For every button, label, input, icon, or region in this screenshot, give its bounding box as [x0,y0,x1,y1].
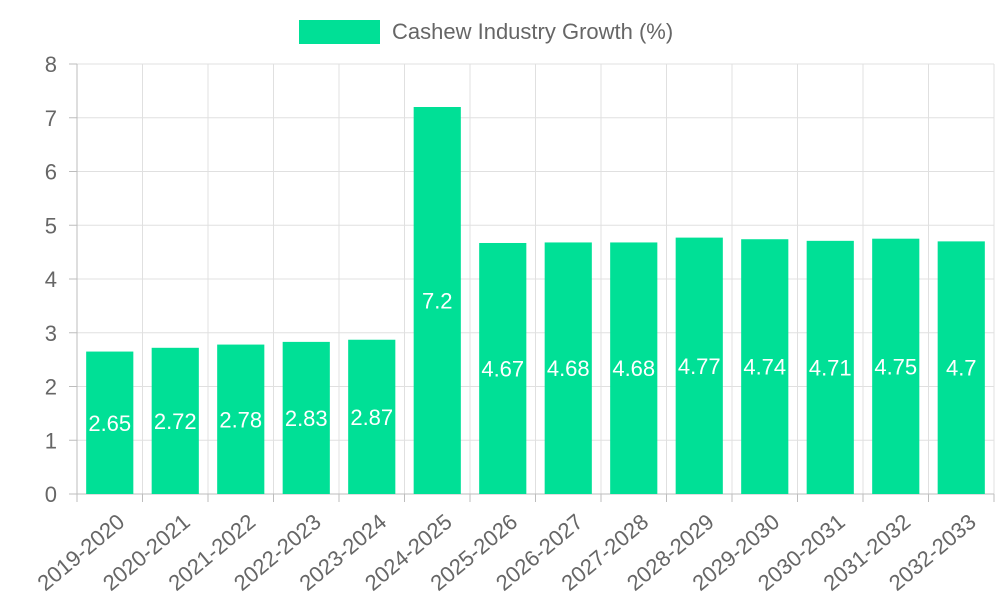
data-label: 2.83 [285,406,328,431]
y-tick-label: 7 [45,106,57,131]
bars [86,107,985,495]
y-tick-label: 8 [45,52,57,77]
bar-2028-2029 [675,237,723,495]
bar-2027-2028 [610,242,658,494]
legend-swatch [299,20,380,44]
data-label: 4.7 [946,356,977,381]
bar-2032-2033 [937,241,985,494]
y-axis: 0 1 2 3 4 5 6 7 8 [45,52,78,507]
y-tick-label: 2 [45,375,57,400]
y-tick-label: 6 [45,160,57,185]
bar-2025-2026 [479,242,527,494]
data-label: 4.68 [547,356,590,381]
bar-2031-2032 [872,238,920,494]
y-tick-label: 0 [45,482,57,507]
bar-2029-2030 [741,239,789,494]
data-label: 7.2 [422,289,453,314]
data-label: 4.77 [678,354,721,379]
data-label: 2.78 [219,407,262,432]
bar-2023-2024 [348,339,396,494]
y-tick-label: 5 [45,213,57,238]
y-tick-label: 1 [45,428,57,453]
bar-2019-2020 [86,351,134,494]
data-label: 4.74 [743,355,786,380]
data-label: 4.68 [612,356,655,381]
bar-2022-2023 [282,341,330,494]
grid-lines [77,63,995,494]
data-label: 4.71 [809,355,852,380]
data-label: 4.75 [874,354,917,379]
bar-2021-2022 [217,344,265,494]
legend[interactable]: Cashew Industry Growth (%) [299,19,673,44]
data-label: 2.72 [154,409,197,434]
bar-2026-2027 [544,242,592,494]
y-tick-label: 4 [45,267,57,292]
data-label: 2.65 [88,411,131,436]
y-tick-label: 3 [45,321,57,346]
data-label: 4.67 [481,356,524,381]
data-labels: 2.65 2.72 2.78 2.83 2.87 7.2 4.67 4.68 4.68 4.77 4… [88,289,976,436]
legend-label: Cashew Industry Growth (%) [392,19,673,44]
bar-2030-2031 [806,240,854,494]
x-axis: 2019-20202020-20212021-20222022-20232023… [33,493,995,596]
data-label: 2.87 [350,405,393,430]
bar-2020-2021 [151,347,199,494]
bar-2024-2025 [413,107,461,494]
